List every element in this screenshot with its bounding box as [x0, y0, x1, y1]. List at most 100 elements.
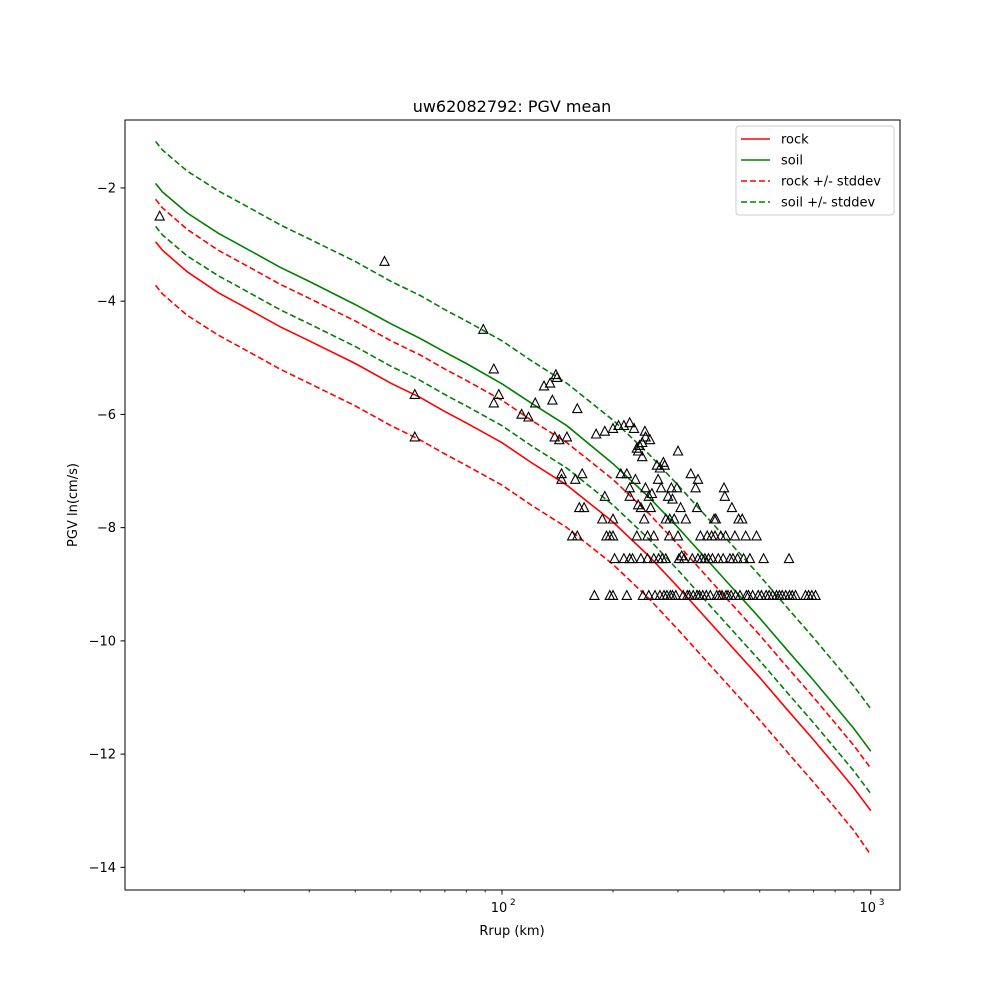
- observation-point: [704, 589, 716, 600]
- observation-point: [588, 589, 600, 600]
- observation-point: [747, 589, 759, 600]
- observation-point: [638, 513, 650, 524]
- x-tick-exponent: 2: [510, 898, 516, 908]
- observation-point: [783, 552, 795, 564]
- observation-point: [555, 467, 568, 479]
- observation-point: [676, 549, 688, 561]
- observation-point: [615, 467, 627, 479]
- observation-point: [717, 552, 729, 564]
- x-tick-label: 10: [860, 901, 877, 916]
- observation-point: [659, 459, 671, 470]
- observation-point: [675, 501, 687, 513]
- observation-point: [488, 396, 500, 408]
- observation-point: [154, 210, 166, 221]
- x-tick-label: 10: [491, 901, 508, 916]
- series-line-1: [154, 182, 872, 752]
- observation-point: [607, 589, 619, 600]
- observation-point: [641, 552, 654, 564]
- observation-point: [409, 430, 421, 442]
- observation-point: [409, 388, 421, 399]
- legend-label: rock: [781, 133, 809, 148]
- observation-point: [668, 513, 680, 524]
- observation-point: [599, 425, 611, 436]
- y-tick-label: −10: [89, 634, 116, 649]
- y-tick-label: −12: [89, 748, 116, 763]
- observation-point: [569, 473, 581, 484]
- observation-point: [609, 552, 621, 564]
- observation-point: [618, 552, 630, 564]
- observation-point: [758, 552, 770, 564]
- observation-point: [666, 493, 679, 504]
- observation-point: [809, 589, 822, 600]
- x-axis-label: Rrup (km): [479, 924, 544, 939]
- y-tick-label: −6: [97, 408, 116, 423]
- observation-point: [720, 529, 732, 541]
- observation-point: [628, 422, 640, 433]
- y-axis: −2 −4 −6 −8 −10 −12 −14: [89, 181, 125, 876]
- observation-point: [378, 255, 391, 266]
- observation-point: [663, 529, 675, 541]
- observation-point: [632, 445, 644, 456]
- observation-point: [549, 430, 561, 442]
- x-tick-exponent: 3: [879, 898, 885, 908]
- observation-point: [691, 501, 703, 513]
- observation-point: [655, 481, 667, 493]
- observation-point: [671, 481, 683, 493]
- observation-point: [692, 473, 704, 484]
- series-line-2: [154, 198, 872, 769]
- observation-point: [729, 529, 741, 541]
- observation-point: [726, 501, 738, 513]
- observation-point: [635, 501, 647, 513]
- observation-point: [621, 589, 633, 600]
- x-axis: 10 2 10 3: [243, 890, 885, 916]
- legend: rock soil rock +/- stddev soil +/- stddev: [735, 125, 895, 216]
- observation-point: [654, 462, 666, 473]
- observation-point: [690, 481, 702, 493]
- observation-point: [731, 552, 744, 564]
- observation-point: [516, 408, 528, 419]
- observation-point: [670, 589, 682, 600]
- observation-point: [596, 513, 608, 524]
- observation-point: [686, 552, 698, 564]
- observation-point: [641, 529, 654, 541]
- plot-area: [124, 119, 901, 891]
- observation-point: [590, 428, 602, 439]
- series-line-5: [154, 225, 872, 795]
- observation-point: [643, 589, 655, 600]
- observation-point: [718, 481, 730, 493]
- observation-points: [154, 210, 822, 600]
- observation-point: [706, 552, 718, 564]
- observation-point: [719, 490, 731, 501]
- observation-point: [678, 552, 690, 564]
- observation-point: [636, 436, 648, 448]
- series-line-0: [154, 241, 872, 812]
- y-axis-label: PGV ln(cm/s): [66, 463, 81, 547]
- observation-point: [789, 589, 802, 600]
- observation-point: [633, 439, 646, 450]
- observation-point: [644, 433, 656, 445]
- series-layer: [154, 141, 872, 856]
- observation-point: [710, 513, 722, 524]
- observation-point: [694, 529, 706, 541]
- observation-point: [607, 529, 619, 541]
- observation-point: [646, 487, 658, 499]
- observation-point: [652, 473, 664, 484]
- legend-label: soil: [781, 154, 803, 169]
- observation-point: [635, 552, 647, 564]
- series-line-4: [154, 141, 872, 710]
- observation-point: [750, 529, 763, 541]
- observation-point: [639, 481, 652, 493]
- observation-point: [672, 445, 684, 456]
- observation-point: [685, 467, 697, 479]
- observation-point: [631, 529, 643, 541]
- observation-point: [636, 450, 648, 462]
- observation-point: [571, 402, 583, 414]
- observation-point: [493, 388, 505, 399]
- observation-point: [738, 552, 750, 564]
- plot-frame: [124, 119, 901, 891]
- observation-point: [643, 490, 655, 501]
- observation-point: [734, 589, 746, 600]
- y-tick-label: −4: [97, 295, 116, 310]
- legend-box: [735, 125, 895, 216]
- observation-point: [639, 425, 651, 436]
